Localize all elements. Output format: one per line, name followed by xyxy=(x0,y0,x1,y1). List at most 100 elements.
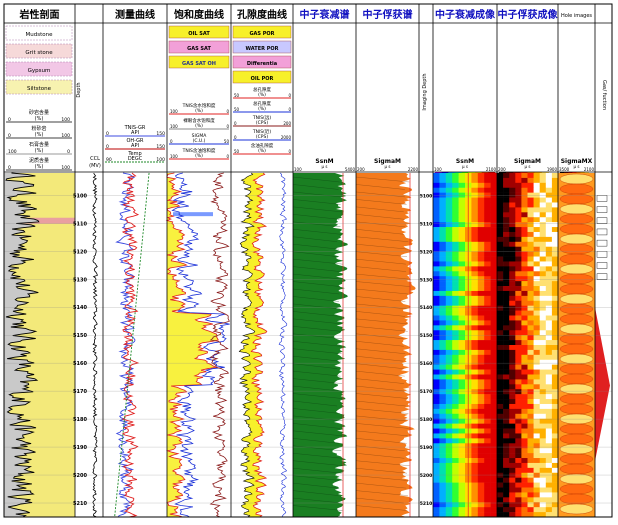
captureimg-cell xyxy=(515,295,522,302)
capture-spectrum-line xyxy=(355,385,405,392)
decay-spectrum-line xyxy=(292,370,341,377)
decayimg-cell xyxy=(484,359,491,365)
por-scale-name: TNIS(近) xyxy=(252,128,272,135)
meas-scale-name: OH-GR xyxy=(126,138,144,144)
decayimg-cell xyxy=(445,374,453,380)
decayimg-cell xyxy=(471,330,479,336)
decayimg-cell xyxy=(484,251,491,257)
captureimg-cell xyxy=(521,433,528,439)
captureimg-cell xyxy=(509,330,516,336)
lith-legend-box xyxy=(5,43,73,59)
captureimg-cell xyxy=(497,413,504,420)
captureimg-cell xyxy=(551,202,559,208)
captureimg-cell xyxy=(521,502,528,508)
sat-legend-label: GAS SAT xyxy=(187,46,211,52)
capture-spectrum-line xyxy=(355,445,405,451)
captureimg-cell xyxy=(539,369,547,375)
captureimg-cell xyxy=(539,340,547,346)
hole-ring xyxy=(559,323,594,335)
captureimg-cell xyxy=(545,251,553,257)
captureimg-cell xyxy=(515,443,522,449)
captureimg-cell xyxy=(545,507,553,513)
captureimg-cell xyxy=(539,207,547,213)
capture-spectrum-line xyxy=(355,408,409,414)
decayimg-cell xyxy=(477,335,485,341)
captureimg-cell xyxy=(515,335,522,341)
decayimg-cell xyxy=(439,345,447,351)
captureimg-cell xyxy=(497,359,504,365)
captureimg-cell xyxy=(515,354,522,361)
captureimg-cell xyxy=(497,266,504,272)
captureimg-cell xyxy=(551,187,559,193)
sat-scale-unit: (C.U.) xyxy=(193,138,206,144)
decayimg-cell xyxy=(471,487,479,493)
decayimg-cell xyxy=(458,261,466,267)
decayimg-cell xyxy=(490,497,498,503)
captureimg-cell xyxy=(533,286,540,292)
por-oil-curve xyxy=(238,172,256,518)
decayimg-cell xyxy=(458,236,466,243)
decayimg-cell xyxy=(433,448,440,454)
captureimg-cell xyxy=(515,197,522,203)
captureimg-cell xyxy=(521,276,528,282)
captureimg-cell xyxy=(509,335,516,341)
captureimg-cell xyxy=(497,241,504,248)
decayimg-cell xyxy=(439,217,447,223)
captureimg-cell xyxy=(527,236,534,243)
decayimg-cell xyxy=(452,369,459,375)
captureimg-cell xyxy=(539,227,547,233)
decayimg-cell xyxy=(439,187,447,193)
captureimg-cell xyxy=(497,384,504,390)
decayimg-cell xyxy=(445,467,453,474)
decayimg-cell xyxy=(471,276,479,282)
decayimg-cell xyxy=(477,354,485,361)
captureimg-cell xyxy=(545,217,553,223)
por-scale-name: 总孔隙度 xyxy=(253,86,271,93)
captureimg-cell xyxy=(515,477,522,483)
por-scale-min: 0 xyxy=(234,135,237,140)
captureimg-cell xyxy=(545,359,553,365)
decayimg-cell xyxy=(484,202,491,208)
interp-marker xyxy=(596,228,608,236)
por-scale-name: 含油孔隙度 xyxy=(251,142,274,149)
captureimg-cell xyxy=(515,448,522,454)
decayimg-cell xyxy=(433,295,440,302)
decayimg-cell xyxy=(490,467,498,474)
decayimg-cell xyxy=(490,261,498,267)
captureimg-scale-unit: μ s xyxy=(525,164,531,169)
lith-scale-min: 0 xyxy=(8,133,11,139)
captureimg-cell xyxy=(509,403,516,410)
decayimg-cell xyxy=(458,202,466,208)
captureimg-cell xyxy=(527,482,534,488)
decayimg-cell xyxy=(471,286,479,292)
decayimg-cell xyxy=(490,177,498,184)
captureimg-cell xyxy=(545,236,553,243)
decayimg-cell xyxy=(458,428,466,434)
captureimg-cell xyxy=(515,246,522,252)
decayimg-cell xyxy=(452,241,459,248)
captureimg-cell xyxy=(515,423,522,429)
lith-legend-label: Mudstone xyxy=(26,32,54,38)
decayimg-cell xyxy=(445,202,453,208)
decayimg-cell xyxy=(484,428,491,434)
captureimg-cell xyxy=(503,354,510,361)
capture-spectrum-line xyxy=(355,221,405,227)
interp-gas-zone xyxy=(595,307,610,462)
hole-scale-min: 3500 xyxy=(559,167,570,172)
decayimg-cell xyxy=(452,413,459,420)
decayimg-cell xyxy=(490,492,498,498)
capture-spectrum-fill xyxy=(356,173,416,517)
decayimg-cell xyxy=(477,202,485,208)
captureimg-cell xyxy=(527,507,534,513)
captureimg-cell xyxy=(521,335,528,341)
decayimg-cell xyxy=(458,354,466,361)
captureimg-cell xyxy=(527,369,534,375)
captureimg-cell xyxy=(533,487,540,493)
captureimg-cell xyxy=(509,345,516,351)
captureimg-cell xyxy=(497,364,504,370)
decayimg-cell xyxy=(439,497,447,503)
decayimg-cell xyxy=(490,462,498,469)
captureimg-cell xyxy=(521,256,528,262)
decayimg-cell xyxy=(471,443,479,449)
captureimg-cell xyxy=(545,423,553,429)
